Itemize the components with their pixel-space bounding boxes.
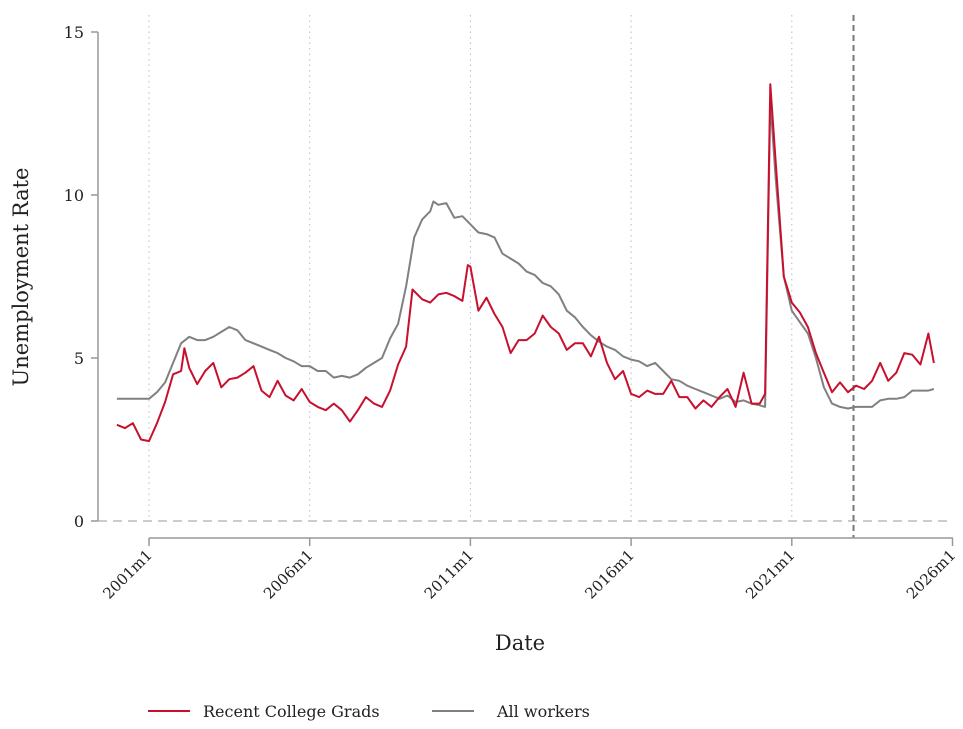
- y-tick-label: 0: [74, 512, 84, 531]
- x-tick-label: 2001m1: [99, 546, 156, 603]
- y-tick-label: 5: [74, 349, 84, 368]
- x-tick-label: 2021m1: [742, 546, 799, 603]
- x-tick-label: 2016m1: [581, 546, 638, 603]
- y-tick-label: 15: [64, 23, 84, 42]
- x-tick-label: 2011m1: [421, 546, 478, 603]
- series-line-all-workers: [116, 99, 935, 410]
- x-axis-label: Date: [495, 631, 545, 655]
- legend-label-recent-grads: Recent College Grads: [203, 702, 380, 721]
- y-axis-label: Unemployment Rate: [9, 168, 33, 387]
- x-tick-label: 2026m1: [903, 546, 960, 603]
- y-tick-label: 10: [64, 186, 84, 205]
- y-axis-ticks: 0 5 10 15: [64, 23, 98, 531]
- legend: Recent College Grads All workers: [148, 702, 590, 721]
- series-group: [116, 83, 935, 443]
- x-tick-label: 2006m1: [260, 546, 317, 603]
- series-line-recent-college-grads: [116, 83, 935, 443]
- x-axis-ticks: 2001m1 2006m1 2011m1 2016m1 2021m1 2026m1: [99, 538, 959, 603]
- legend-label-all-workers: All workers: [496, 702, 590, 721]
